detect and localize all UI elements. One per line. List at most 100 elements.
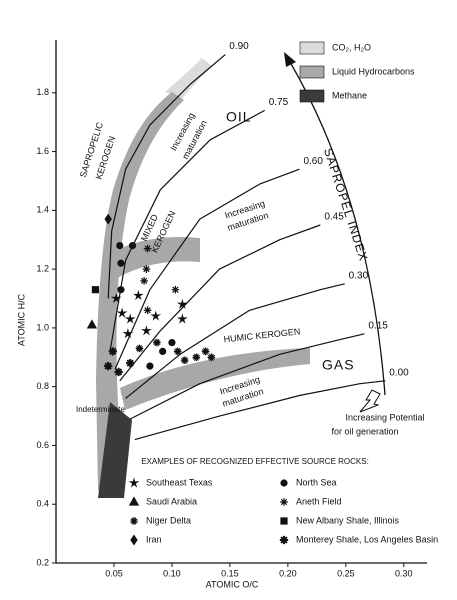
region-swatch [299,41,325,55]
annotation: for oil generation [331,426,398,436]
region-label: Methane [332,90,367,100]
legend-marker [128,477,140,488]
data-point [171,285,180,294]
region-swatch [299,65,325,79]
index-line-label: 0.45 [324,212,344,223]
annotation: Increasing Potential [345,412,424,422]
band-methane [98,402,132,498]
index-line-label: 0.15 [368,320,388,331]
index-arrowhead [284,52,296,67]
data-point [146,362,154,370]
data-point [108,347,117,356]
data-point [173,347,182,356]
legend-label: Southeast Texas [146,477,213,487]
legend-marker [128,496,140,506]
legend-marker [130,517,138,525]
y-tick-label: 0.2 [36,557,49,567]
data-point [110,292,122,304]
index-line [119,224,321,382]
data-point [124,313,136,324]
data-point [140,277,148,285]
data-point [143,306,152,315]
x-tick-label: 0.30 [395,568,413,578]
y-tick-label: 0.6 [36,440,49,450]
y-axis-label: ATOMIC H/C [16,293,26,346]
annotation: Indeterminate [76,405,125,414]
y-tick-label: 0.8 [36,381,49,391]
index-arrow [289,61,386,396]
legend-title: EXAMPLES OF RECOGNIZED EFFECTIVE SOURCE … [141,457,369,466]
index-line [129,333,365,420]
data-point [116,242,124,250]
data-point [142,265,151,273]
legend-marker [279,535,289,545]
data-point [122,328,134,339]
index-line [114,168,300,370]
data-point [117,286,125,294]
data-point [207,353,216,362]
data-point [143,244,152,253]
data-point [192,353,201,362]
x-tick-label: 0.20 [279,568,297,578]
index-line-label: 0.60 [303,156,323,167]
data-point [201,347,210,356]
index-line-label: 0.30 [349,270,369,281]
data-point [117,259,125,267]
legend-label: Niger Delta [146,515,191,525]
legend-marker [280,498,288,506]
data-point [150,310,162,321]
data-point [176,313,188,324]
data-point [141,325,152,336]
data-point [126,358,135,368]
region-label: CO₂, H₂O [332,42,371,52]
annotation: OIL [226,109,252,125]
data-point [133,289,144,301]
legend-marker [280,479,288,487]
y-tick-label: 1.6 [36,146,49,156]
data-point [91,286,100,294]
y-tick-label: 1.8 [36,87,49,97]
legend-label: Saudi Arabia [146,496,197,506]
data-point [104,361,113,371]
legend-label: North Sea [296,477,337,487]
legend-label: New Albany Shale, Illinois [296,515,400,525]
data-point [114,367,123,377]
band-humic [120,348,310,410]
data-point [159,347,167,355]
legend-label: Monterey Shale, Los Angeles Basin [296,534,438,544]
band-sapropelic [96,92,184,490]
potential-arrow [359,389,381,413]
y-tick-label: 1.2 [36,263,49,273]
legend-label: Iran [146,534,162,544]
x-tick-label: 0.05 [105,568,123,578]
legend-label: Aneth Field [296,496,342,506]
x-axis-label: ATOMIC O/C [206,579,259,589]
data-point [135,344,144,353]
data-point [153,338,161,347]
region-swatch [299,89,325,103]
data-point [116,307,128,318]
data-point [176,298,188,309]
x-tick-label: 0.10 [163,568,181,578]
x-tick-label: 0.25 [337,568,355,578]
data-point [180,356,189,365]
data-point [168,339,176,347]
y-tick-label: 1.0 [36,322,49,332]
legend-marker [130,534,138,546]
legend-marker [280,517,288,525]
region-label: Liquid Hydrocarbons [332,66,415,76]
index-line [134,380,386,441]
x-tick-label: 0.15 [221,568,239,578]
y-tick-label: 0.4 [36,499,49,509]
index-line-label: 0.75 [269,97,289,108]
annotation: HUMIC KEROGEN [223,326,301,344]
data-point [104,213,112,225]
y-tick-label: 1.4 [36,205,49,215]
band-co2 [165,58,212,99]
index-line [107,54,226,299]
annotation: GAS [322,357,355,373]
data-point [128,242,137,250]
index-line-label: 0.00 [389,367,409,378]
annotation: SAPROPEL INDEX [321,146,371,263]
